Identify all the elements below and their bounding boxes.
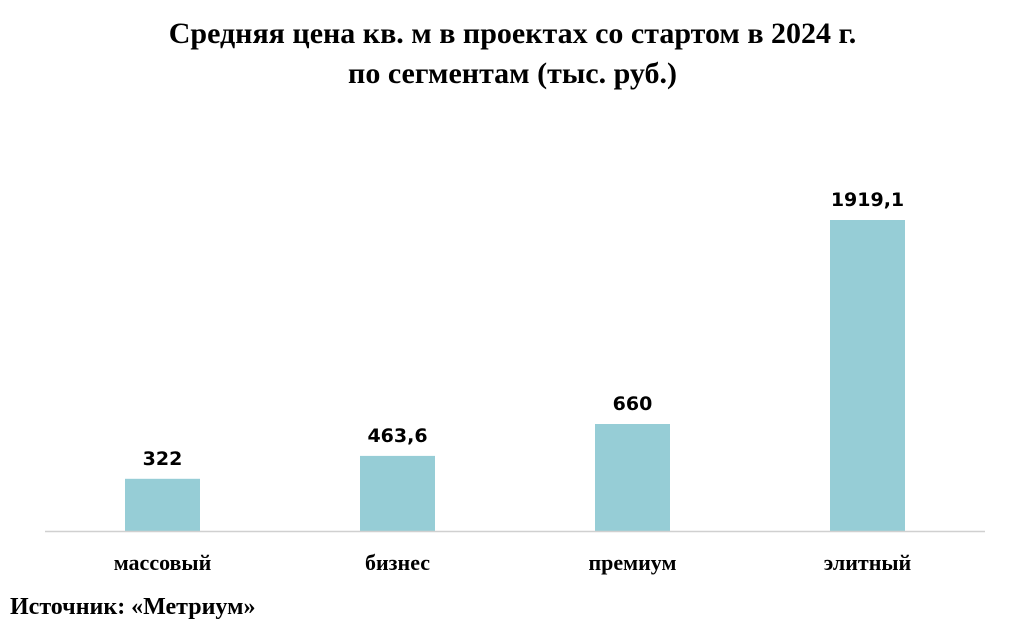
category-label-2: премиум	[588, 550, 676, 575]
bar-1	[360, 455, 435, 531]
category-label-1: бизнес	[365, 550, 430, 575]
bar-2	[595, 424, 670, 531]
labels-layer: 322 массовый 463,6 бизнес 660 премиум 1919,1 эл…	[114, 189, 912, 575]
source-note: Источник: «Метриум»	[10, 594, 256, 620]
category-label-3: элитный	[824, 550, 912, 575]
data-label-1: 463,6	[367, 425, 427, 447]
data-label-3: 1919,1	[831, 189, 904, 211]
data-label-2: 660	[613, 393, 653, 415]
chart-title-line-2: по сегментам (тыс. руб.)	[348, 57, 677, 90]
category-label-0: массовый	[114, 550, 212, 575]
data-label-0: 322	[143, 448, 183, 470]
bars-layer	[125, 220, 905, 531]
bar-0	[125, 478, 200, 531]
bar-3	[830, 220, 905, 531]
chart-title-line-1: Средняя цена кв. м в проектах со стартом…	[168, 17, 857, 50]
chart-title: Средняя цена кв. м в проектах со стартом…	[0, 14, 1025, 94]
